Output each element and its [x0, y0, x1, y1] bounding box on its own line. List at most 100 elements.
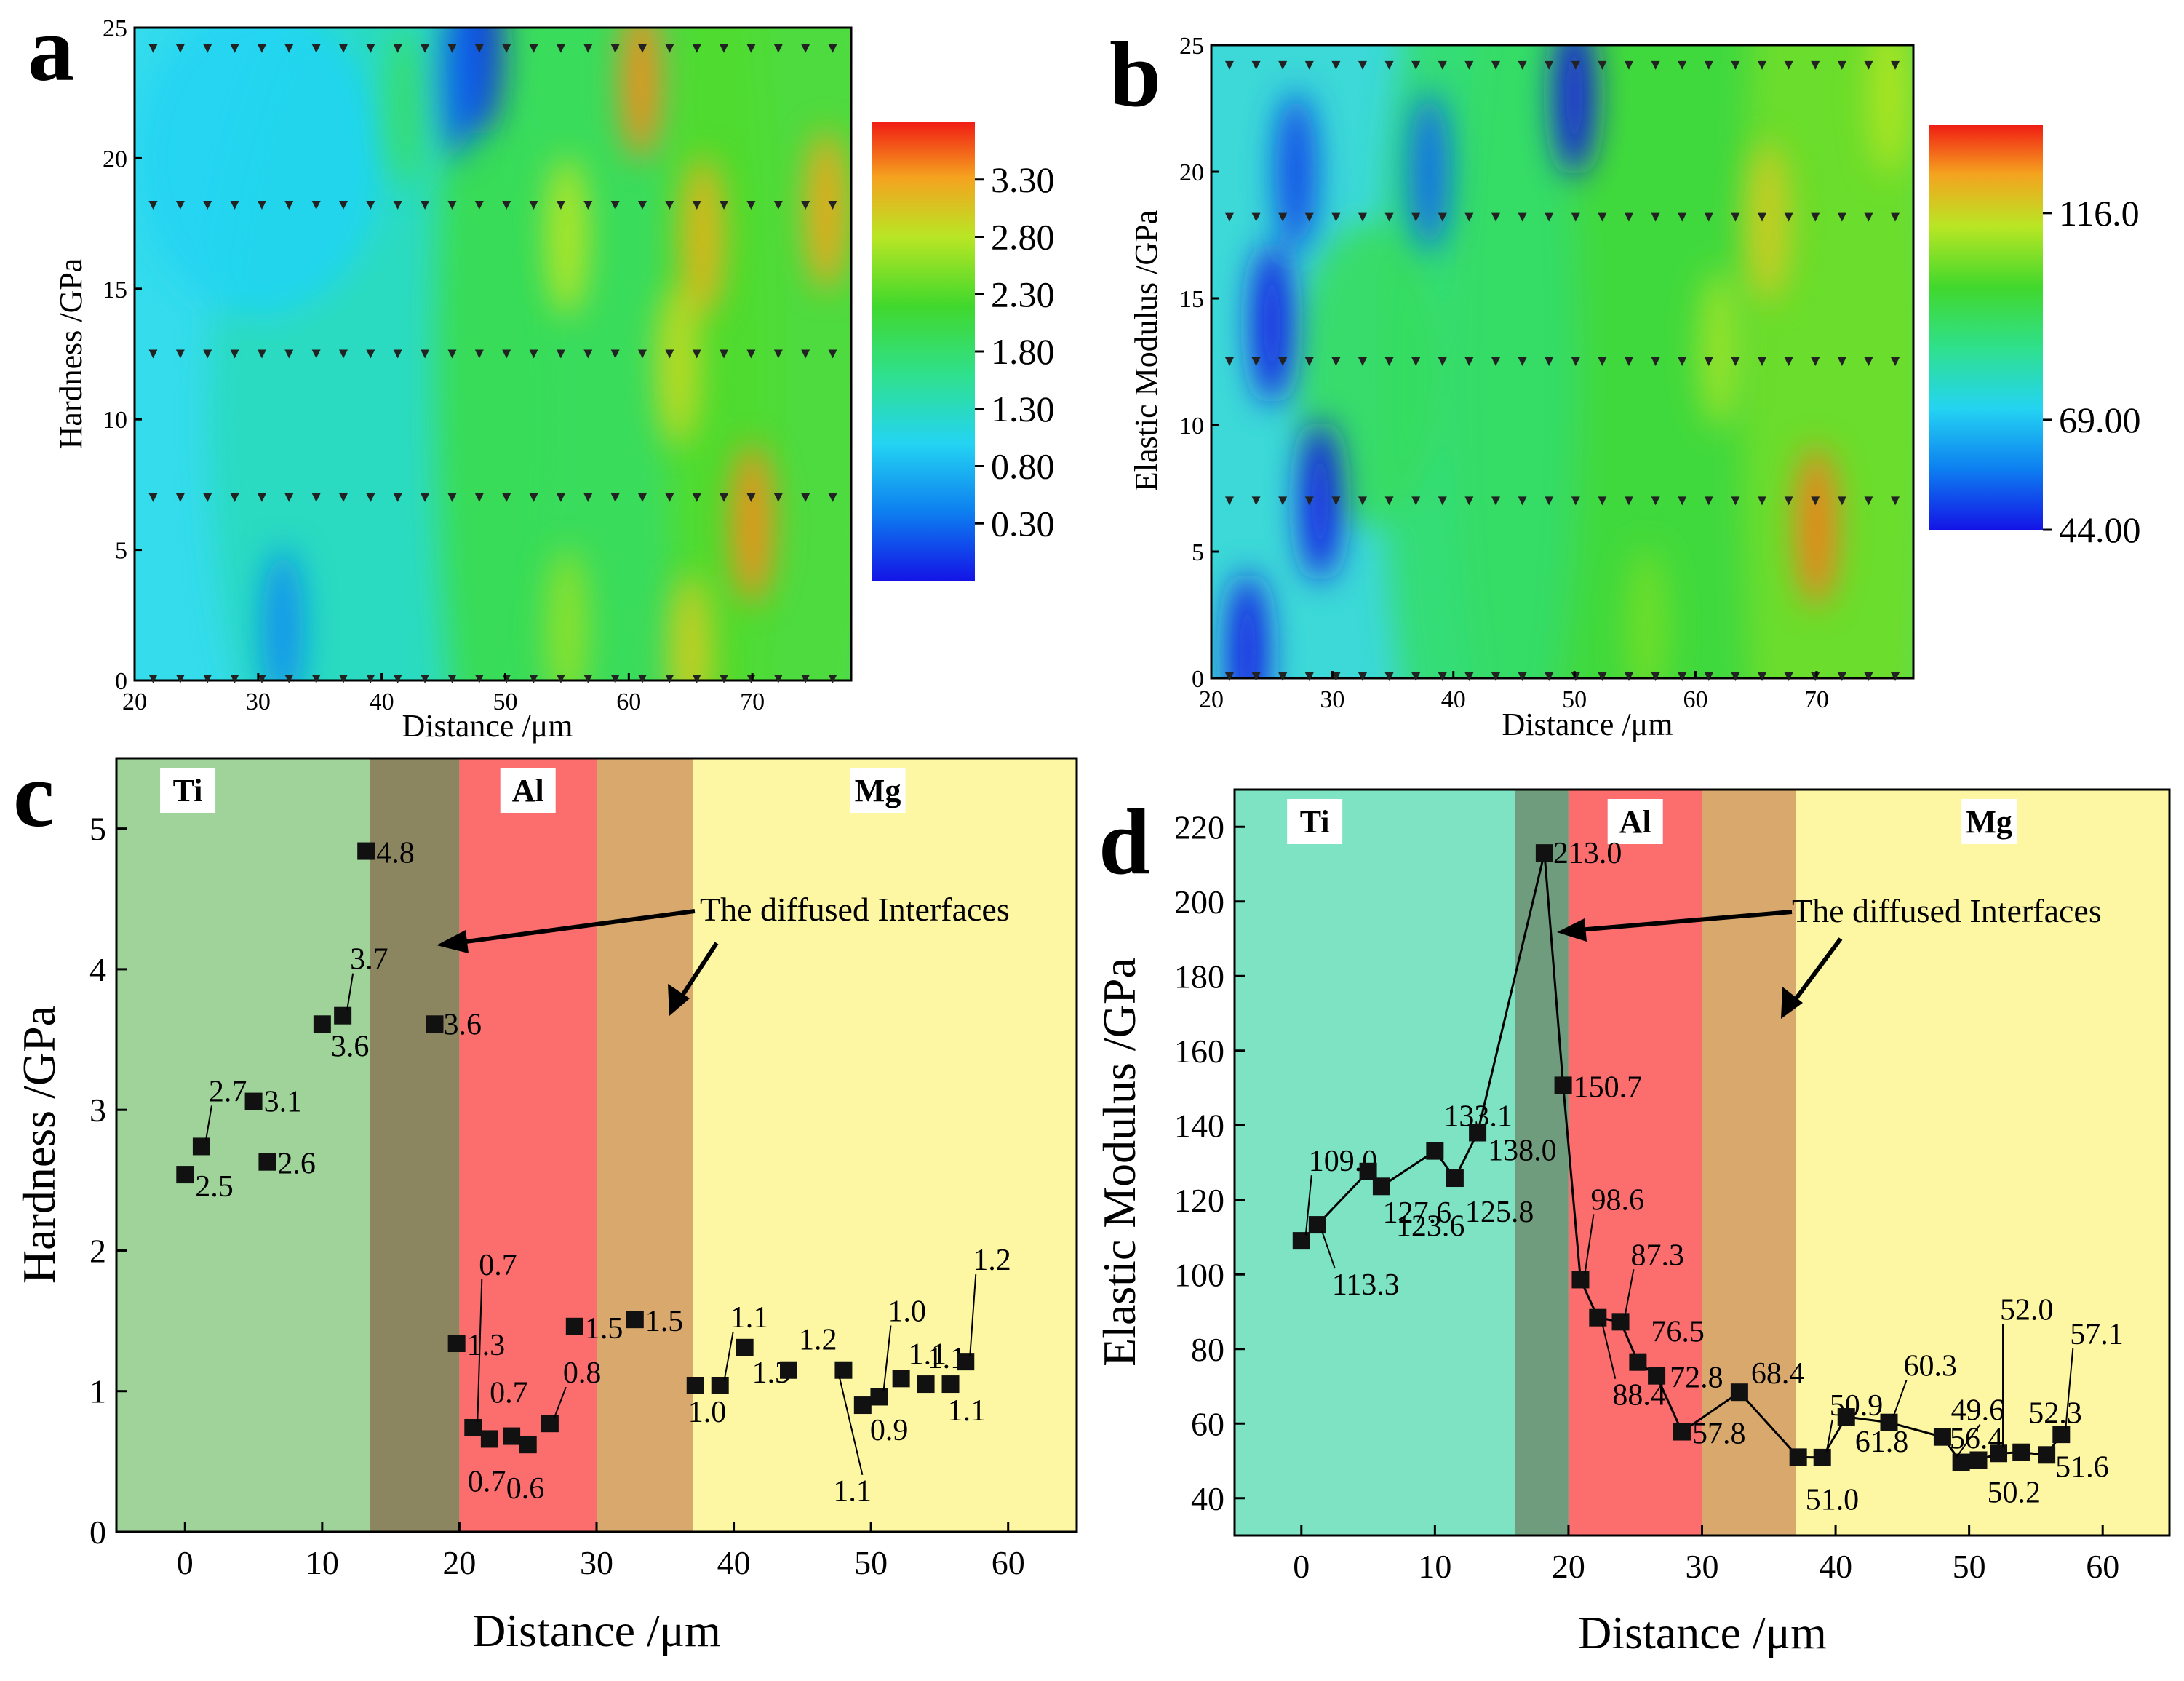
- indent-marker: [1438, 357, 1447, 366]
- x-tick-label: 40: [1819, 1548, 1852, 1585]
- indent-marker: [1651, 357, 1660, 366]
- indent-marker: [1837, 212, 1846, 222]
- data-point: [1837, 1408, 1855, 1426]
- indent-marker: [692, 493, 701, 502]
- data-point: [1789, 1448, 1807, 1466]
- leader-line: [1624, 1269, 1635, 1316]
- indent-marker: [556, 493, 565, 502]
- leader-line: [1304, 1175, 1312, 1236]
- y-tick-label: 5: [1192, 539, 1204, 566]
- data-label: 52.3: [2028, 1397, 2082, 1431]
- indent-marker: [1224, 357, 1234, 366]
- indent-marker: [1864, 672, 1873, 681]
- colorbar-tick-label: 2.80: [991, 217, 1055, 258]
- data-point: [480, 1430, 498, 1448]
- data-point: [1308, 1216, 1326, 1234]
- colorbar-tick-label: 0.80: [991, 446, 1055, 487]
- data-label: 2.5: [195, 1170, 234, 1204]
- indent-marker: [148, 493, 158, 502]
- indent-marker: [1304, 60, 1314, 70]
- indent-marker: [1864, 212, 1873, 222]
- interface-annotation-c: The diffused Interfaces: [700, 891, 1010, 928]
- leader-line: [1892, 1380, 1908, 1418]
- x-tick-label: 40: [717, 1544, 751, 1581]
- indent-marker: [1278, 60, 1288, 70]
- indent-marker: [801, 493, 810, 502]
- indent-marker: [665, 200, 674, 210]
- data-point: [1880, 1413, 1898, 1431]
- indent-marker: [1278, 672, 1288, 681]
- data-label: 3.6: [443, 1008, 482, 1041]
- data-label: 49.6: [1951, 1394, 2005, 1428]
- indent-marker: [1331, 496, 1341, 506]
- region-label-bg: [850, 768, 906, 813]
- heat-zone: [135, 28, 382, 315]
- leader-line: [969, 1274, 977, 1356]
- region-band-1: [1515, 790, 1569, 1535]
- indent-marker: [773, 44, 783, 53]
- x-tick-label: 60: [2086, 1548, 2119, 1585]
- indent-marker: [720, 200, 729, 210]
- indent-marker: [284, 349, 294, 359]
- data-label: 87.3: [1631, 1239, 1685, 1272]
- x-tick-label: 0: [1293, 1548, 1310, 1585]
- indent-marker: [1704, 60, 1713, 70]
- indent-marker: [1224, 60, 1234, 70]
- colorbar-tick-label: 2.30: [991, 274, 1055, 314]
- data-label: 0.6: [506, 1472, 545, 1506]
- indent-marker: [393, 349, 402, 359]
- data-label: 1.2: [799, 1324, 837, 1357]
- indent-marker: [610, 349, 620, 359]
- indent-marker: [665, 675, 674, 683]
- indent-marker: [529, 44, 538, 53]
- data-label: 2.7: [209, 1075, 247, 1108]
- indent-marker: [1758, 496, 1767, 506]
- y-tick-label: 5: [115, 538, 127, 565]
- indent-marker: [583, 200, 593, 210]
- indent-marker: [1704, 357, 1713, 366]
- heatmap-b-ylabel: Elastic Modulus /GPa: [1128, 210, 1164, 491]
- data-point: [244, 1092, 263, 1110]
- indent-marker: [1331, 212, 1341, 222]
- indent-marker: [1278, 212, 1288, 222]
- panel-label-a: a: [28, 0, 74, 100]
- region-label-mg: Mg: [1966, 804, 2012, 840]
- indent-marker: [773, 675, 783, 683]
- indent-marker: [1811, 212, 1820, 222]
- data-label: 3.1: [264, 1086, 303, 1119]
- indent-marker: [393, 675, 402, 683]
- y-tick-label: 100: [1174, 1256, 1224, 1293]
- data-label: 1.1: [833, 1475, 872, 1509]
- y-tick-label: 0: [1192, 666, 1204, 693]
- data-point: [447, 1335, 466, 1353]
- indent-marker: [1731, 357, 1740, 366]
- indent-marker: [1837, 60, 1846, 70]
- region-band-0: [1235, 790, 1515, 1535]
- indent-marker: [474, 200, 484, 210]
- data-point: [1730, 1383, 1748, 1402]
- data-point: [464, 1418, 482, 1436]
- indent-marker: [339, 200, 348, 210]
- indent-marker: [447, 44, 457, 53]
- data-point: [1673, 1423, 1691, 1441]
- indent-marker: [284, 675, 294, 683]
- indent-marker: [637, 675, 647, 683]
- y-tick-label: 10: [1179, 413, 1204, 440]
- x-tick-label: 50: [493, 688, 517, 715]
- region-band-2: [1568, 790, 1702, 1535]
- x-tick-label: 10: [1418, 1548, 1451, 1585]
- indent-marker: [1384, 496, 1394, 506]
- heat-hotspot: [1868, 45, 1910, 176]
- heat-hotspot: [1796, 446, 1837, 607]
- x-tick-label: 30: [1320, 686, 1344, 713]
- region-label-ti: Ti: [173, 773, 203, 808]
- indent-marker: [1758, 672, 1767, 681]
- indent-marker: [257, 493, 266, 502]
- indent-marker: [610, 675, 620, 683]
- heat-hotspot: [262, 548, 303, 680]
- heat-hotspot: [435, 28, 477, 160]
- y-tick-label: 4: [89, 951, 106, 988]
- data-point: [1589, 1308, 1607, 1327]
- indent-marker: [1811, 60, 1820, 70]
- data-point: [2012, 1443, 2030, 1461]
